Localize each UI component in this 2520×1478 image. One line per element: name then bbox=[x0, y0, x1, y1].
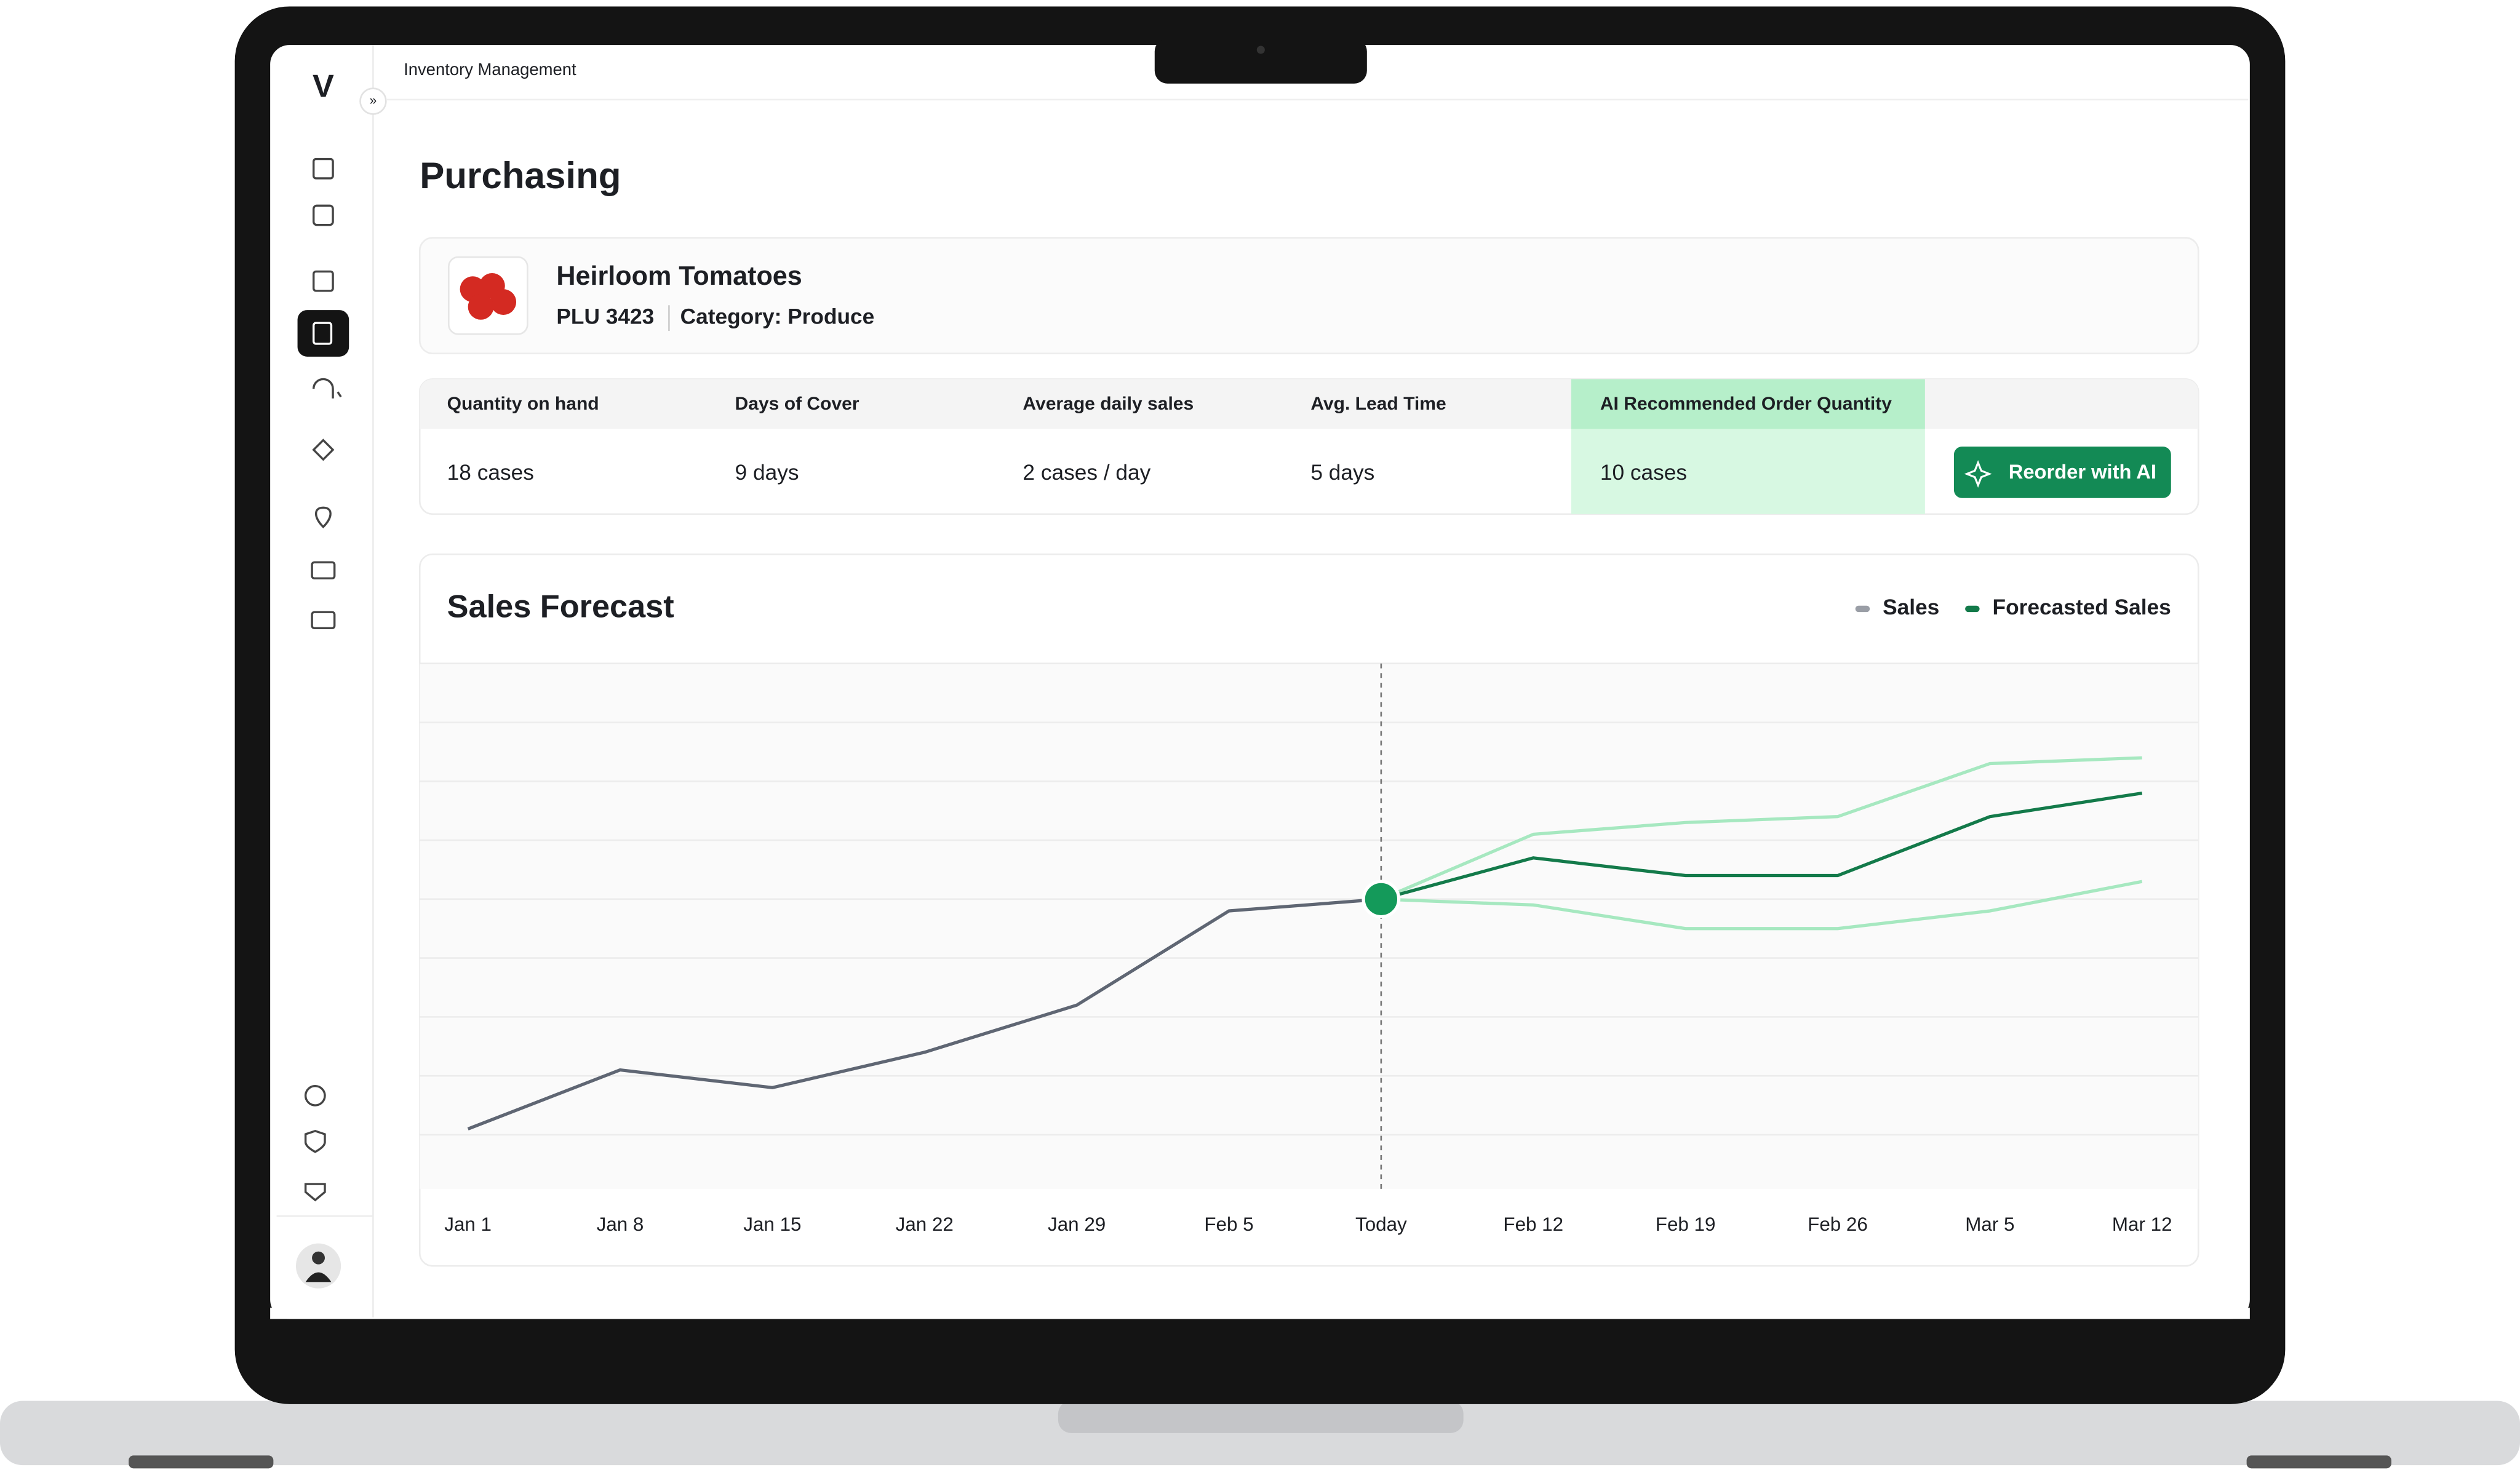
collapse-icon: » bbox=[370, 93, 377, 108]
series-line bbox=[1381, 791, 2143, 901]
current-point bbox=[1362, 880, 1401, 919]
screen bbox=[270, 1308, 2250, 1319]
forecast-band-lower bbox=[1381, 880, 2143, 931]
laptop-foot bbox=[129, 1455, 274, 1469]
x-tick-label: Feb 26 bbox=[1808, 1214, 1868, 1235]
avatar-body bbox=[305, 1272, 332, 1282]
legend-swatch bbox=[1965, 605, 1980, 613]
camera bbox=[1256, 46, 1265, 54]
metric-label: Days of Cover bbox=[735, 394, 859, 414]
product-name: Heirloom Tomatoes bbox=[556, 261, 802, 291]
x-tick-label: Jan 15 bbox=[743, 1214, 801, 1235]
nav-icons bbox=[304, 157, 342, 1202]
reorder-button-label: Reorder with AI bbox=[2009, 460, 2156, 483]
breadcrumb: Inventory Management bbox=[404, 60, 576, 79]
x-tick-label: Jan 1 bbox=[444, 1214, 492, 1235]
x-tick-label: Mar 5 bbox=[1965, 1214, 2014, 1235]
nav-inventory[interactable] bbox=[313, 270, 334, 292]
x-tick-label: Feb 12 bbox=[1503, 1214, 1563, 1235]
metric-value: 10 cases bbox=[1600, 461, 1687, 485]
nav-orders[interactable] bbox=[313, 204, 334, 226]
laptop-foot bbox=[2246, 1455, 2391, 1469]
metric-value: 9 days bbox=[735, 461, 799, 485]
x-tick-label: Mar 12 bbox=[2112, 1214, 2172, 1235]
ai-header-cell bbox=[1571, 379, 1925, 429]
metrics-header-row bbox=[420, 379, 2199, 429]
tomatoes-illustration bbox=[460, 273, 517, 320]
x-tick-label: Today bbox=[1355, 1214, 1407, 1235]
logo: V bbox=[313, 68, 334, 104]
x-tick-label: Feb 19 bbox=[1656, 1214, 1716, 1235]
nav-partners[interactable] bbox=[312, 439, 335, 461]
ai-value-cell bbox=[1571, 429, 1925, 514]
nav-tools[interactable] bbox=[311, 611, 336, 629]
nav-help[interactable] bbox=[304, 1084, 326, 1107]
avatar-head bbox=[312, 1251, 325, 1265]
metric-label: AI Recommended Order Quantity bbox=[1600, 394, 1892, 414]
x-tick-label: Jan 29 bbox=[1048, 1214, 1106, 1235]
x-tick-label: Jan 22 bbox=[896, 1214, 954, 1235]
product-category: Category: Produce bbox=[680, 304, 875, 328]
x-tick-label: Jan 8 bbox=[597, 1214, 644, 1235]
legend-label: Sales bbox=[1883, 595, 1939, 619]
metrics: Quantity on hand 18 cases Days of Cover 9 d… bbox=[447, 394, 1892, 485]
metric-label: Quantity on hand bbox=[447, 394, 599, 414]
metric-value: 5 days bbox=[1310, 461, 1374, 485]
legend-swatch bbox=[1855, 605, 1870, 613]
page-title: Purchasing bbox=[420, 155, 621, 196]
nav-stores[interactable] bbox=[311, 561, 336, 580]
nav-dashboard[interactable] bbox=[313, 157, 334, 180]
plot-area bbox=[420, 663, 2199, 1189]
nav-security[interactable] bbox=[304, 1130, 326, 1153]
user-avatar[interactable] bbox=[295, 1243, 341, 1289]
metric-value: 2 cases / day bbox=[1023, 461, 1150, 485]
chart: Jan 1 Jan 8 Jan 15 Jan 22 Jan 29 Feb 5 Today Fe… bbox=[420, 595, 2199, 1235]
sparkle-icon bbox=[1964, 460, 1992, 488]
laptop-notch bbox=[1058, 1401, 1464, 1433]
metric-label: Average daily sales bbox=[1023, 394, 1194, 414]
product-card bbox=[418, 237, 2199, 354]
series-line bbox=[467, 897, 1382, 1130]
forecast-band-upper bbox=[1380, 756, 2142, 901]
nav-purchasing-active[interactable] bbox=[297, 310, 349, 357]
metric-value: 18 cases bbox=[447, 461, 534, 485]
nav-deals[interactable] bbox=[304, 1183, 326, 1202]
x-tick-label: Feb 5 bbox=[1204, 1214, 1253, 1235]
collapse-toggle[interactable] bbox=[359, 87, 387, 115]
chart-title: Sales Forecast bbox=[447, 589, 674, 625]
product-plu: PLU 3423 bbox=[556, 304, 654, 328]
metric-label: Avg. Lead Time bbox=[1310, 394, 1446, 414]
camera-notch bbox=[1154, 38, 1367, 84]
reorder-button[interactable] bbox=[1953, 447, 2171, 498]
nav-locations[interactable] bbox=[314, 506, 332, 529]
nav-audio[interactable] bbox=[313, 378, 342, 399]
nav-purchasing-icon bbox=[313, 322, 333, 345]
legend-label: Forecasted Sales bbox=[1993, 595, 2171, 619]
